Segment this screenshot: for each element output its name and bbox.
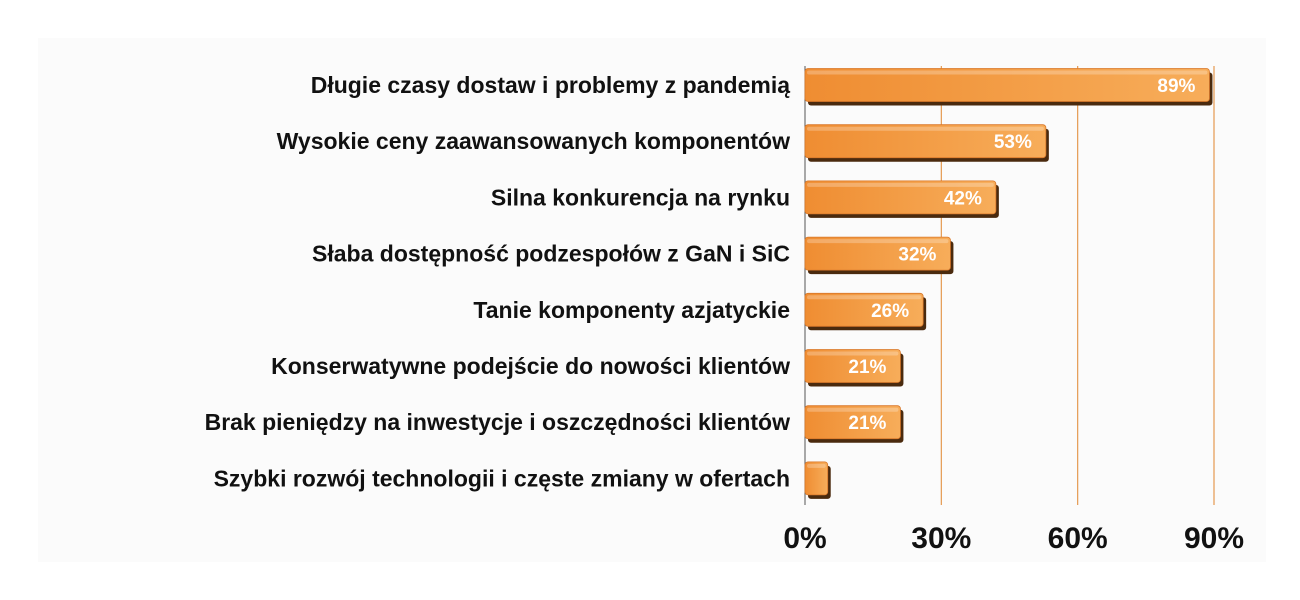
bar-chart: 89% 53% 42% 32% 26% 21% 21% Długie czasy dosta… xyxy=(205,66,1244,555)
bar-highlight xyxy=(807,351,899,356)
bar-highlight xyxy=(807,407,899,412)
chart-panel: 89% 53% 42% 32% 26% 21% 21% Długie czasy dosta… xyxy=(38,38,1266,562)
x-axis-tick-labels: 0% 30% 60% 90% xyxy=(783,522,1244,555)
x-tick-label: 0% xyxy=(783,522,826,555)
x-tick-label: 90% xyxy=(1184,522,1244,555)
bar xyxy=(804,349,901,383)
category-label: Szybki rozwój technologii i częste zmian… xyxy=(214,465,790,491)
bar-value-label: 32% xyxy=(898,245,936,266)
bar-highlight xyxy=(807,295,922,300)
bar-value-label: 89% xyxy=(1157,76,1195,97)
category-label: Długie czasy dostaw i problemy z pandemi… xyxy=(311,72,791,98)
bar xyxy=(804,292,924,327)
bar-highlight xyxy=(807,70,1208,75)
category-labels: Długie czasy dostaw i problemy z pandemi… xyxy=(205,72,791,491)
category-label: Konserwatywne podejście do nowości klien… xyxy=(271,353,790,379)
bar-value-label: 21% xyxy=(848,413,886,434)
bar xyxy=(804,461,829,496)
bar xyxy=(804,236,951,271)
x-tick-label: 30% xyxy=(911,522,971,555)
bar-highlight xyxy=(807,126,1044,131)
bar-value-label: 26% xyxy=(871,301,909,322)
bars: 89% 53% 42% 32% 26% 21% 21% xyxy=(804,68,1213,499)
category-label: Silna konkurencja na rynku xyxy=(491,184,790,210)
category-label: Wysokie ceny zaawansowanych komponentów xyxy=(277,128,790,154)
x-tick-label: 60% xyxy=(1048,522,1108,555)
category-label: Brak pieniędzy na inwestycje i oszczędno… xyxy=(205,409,791,435)
bar-highlight xyxy=(807,182,994,187)
category-label: Słaba dostępność podzespołów z GaN i SiC xyxy=(312,241,790,267)
bar-value-label: 42% xyxy=(944,188,982,209)
bar-value-label: 53% xyxy=(994,132,1032,153)
bar-highlight xyxy=(807,463,826,468)
category-label: Tanie komponenty azjatyckie xyxy=(473,297,790,323)
bar-highlight xyxy=(807,239,949,244)
bar-value-label: 21% xyxy=(848,357,886,378)
bar xyxy=(804,180,997,215)
bar xyxy=(804,405,901,440)
bar xyxy=(804,68,1210,102)
bar xyxy=(804,124,1047,159)
